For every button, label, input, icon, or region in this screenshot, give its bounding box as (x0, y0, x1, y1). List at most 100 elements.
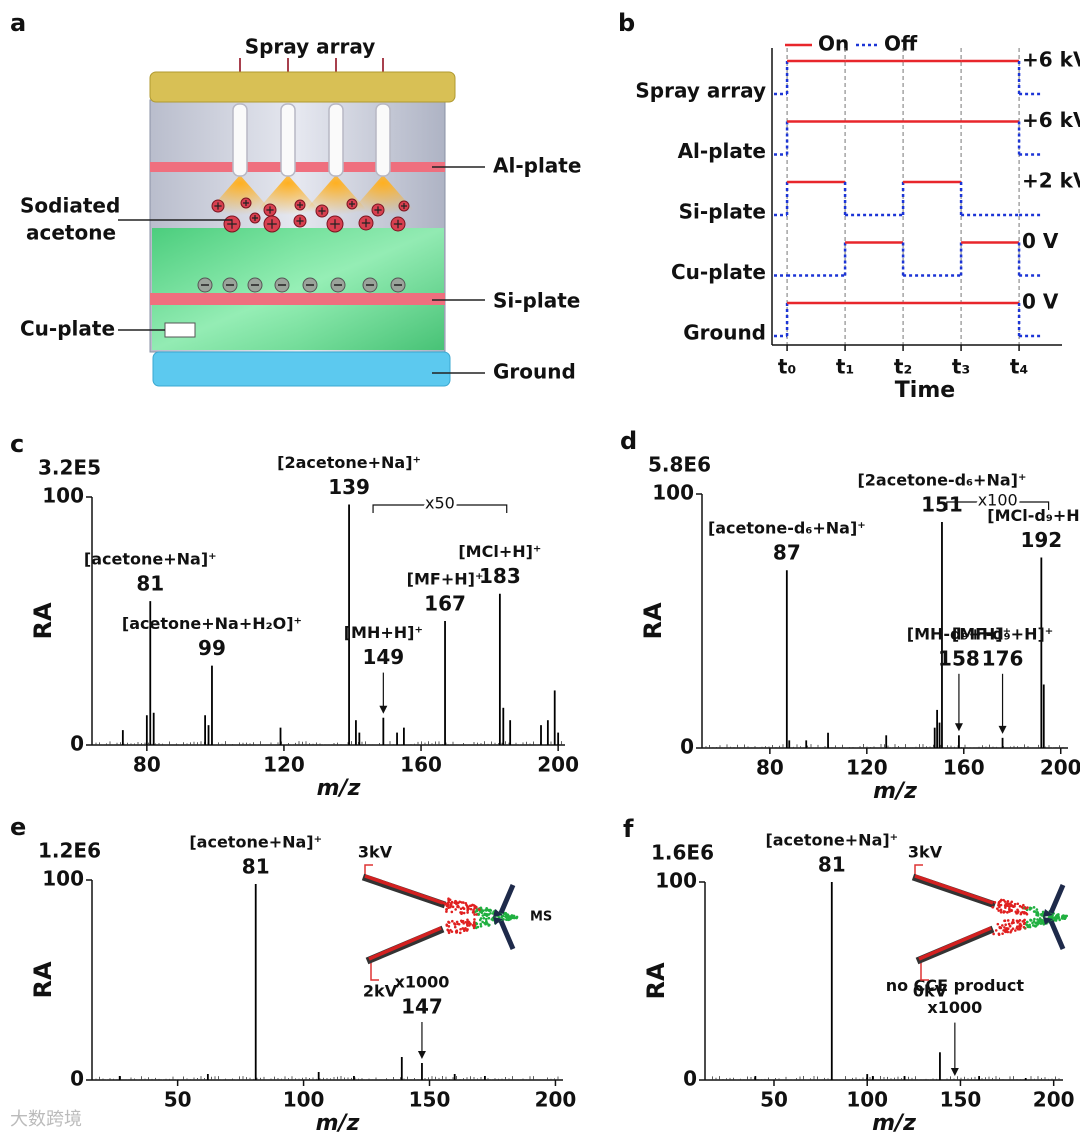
droplet (1005, 902, 1009, 905)
droplet (468, 921, 471, 925)
droplet (1009, 902, 1012, 905)
droplet (459, 911, 462, 914)
droplet (1012, 905, 1015, 909)
plus-sign (361, 218, 371, 228)
peak-annotation: [acetone+Na]⁺ (189, 833, 322, 852)
droplet (1013, 902, 1017, 906)
x-tick-label: 200 (535, 1088, 577, 1112)
droplet (1005, 904, 1009, 908)
droplet (1025, 923, 1028, 926)
droplet (1001, 924, 1004, 927)
x-tick-label: 150 (409, 1088, 451, 1112)
droplet (1020, 911, 1023, 915)
droplet (447, 925, 451, 928)
intensity-label: 5.8E6 (648, 453, 711, 477)
droplet (1028, 923, 1031, 927)
droplet (1003, 904, 1007, 907)
plus-sign (267, 219, 277, 229)
droplet (480, 911, 484, 915)
y-tick-label: 100 (652, 481, 694, 505)
arrow-head (379, 705, 388, 714)
diagram-label: Cu-plate (20, 317, 115, 341)
droplet (1036, 912, 1040, 916)
droplet (998, 925, 1002, 929)
zoom-label: x100 (978, 491, 1018, 510)
droplet (1024, 907, 1027, 910)
watermark: 大数跨境 (10, 1109, 82, 1130)
droplet (506, 915, 510, 919)
level-label: 0 V (1022, 229, 1059, 253)
droplet (1015, 926, 1019, 930)
x-tick-label: 80 (133, 753, 161, 777)
droplet (1001, 932, 1004, 935)
droplet (1033, 910, 1037, 913)
droplet (1006, 927, 1010, 930)
droplet (1004, 906, 1007, 909)
droplet (465, 923, 469, 926)
droplet (1028, 925, 1032, 929)
droplet (1022, 919, 1026, 922)
plus-sign (266, 206, 274, 214)
row-label: Cu-plate (671, 260, 766, 284)
ground-plate (152, 351, 451, 387)
inset-label: 3kV (358, 843, 393, 862)
droplet (1010, 908, 1013, 912)
droplet (1058, 918, 1061, 922)
droplet (450, 930, 454, 933)
droplet (997, 932, 1001, 936)
leader-lines (118, 166, 485, 374)
x-tick-label: t₃ (952, 355, 970, 379)
peak-annotation: [MH-d₉+H]⁺ (907, 624, 1011, 643)
droplet (1016, 910, 1020, 914)
zoom-bracket (372, 504, 508, 513)
emitter (918, 926, 992, 961)
x-tick-label: 100 (846, 1088, 888, 1112)
droplet (1011, 918, 1015, 922)
x-tick-label: 150 (940, 1088, 982, 1112)
droplet (993, 901, 997, 904)
droplet (1022, 922, 1026, 926)
droplet (459, 927, 462, 931)
droplet (447, 906, 450, 909)
peak-annotation: [MF-d₉+H]⁺ (952, 624, 1053, 643)
al-plate (150, 162, 445, 172)
droplet (466, 909, 469, 912)
droplet (472, 910, 475, 914)
droplet (1034, 925, 1037, 928)
droplet (483, 921, 486, 925)
ions (197, 197, 410, 293)
droplet (453, 925, 457, 929)
droplet (449, 904, 453, 908)
droplet (1016, 908, 1019, 912)
x-axis-title: m/z (317, 776, 361, 801)
droplet (1022, 903, 1025, 907)
x-tick-label: 50 (164, 1088, 192, 1112)
peak-mz-label: 87 (773, 541, 801, 565)
droplet (472, 921, 476, 925)
droplet (1010, 929, 1013, 932)
diagram-label: Sodiated (20, 194, 120, 218)
droplet (1026, 925, 1030, 929)
peak-annotation: no CCE product (886, 976, 1025, 995)
x-tick-label: 100 (283, 1088, 325, 1112)
droplet (1038, 920, 1041, 924)
spray-block (149, 71, 456, 103)
droplet (483, 912, 486, 916)
peak-mz-label: 147 (401, 995, 443, 1019)
droplet (1054, 919, 1058, 922)
droplet (1003, 926, 1006, 929)
droplet (447, 898, 450, 901)
droplet (474, 926, 478, 930)
droplet (469, 904, 473, 907)
plus-sign (214, 202, 222, 210)
y-tick-label: 0 (70, 1067, 84, 1091)
peak-mz-label: 81 (818, 853, 846, 877)
plus-sign (243, 200, 249, 206)
zoom-label: x50 (425, 494, 455, 513)
droplet (1018, 918, 1022, 922)
droplet (446, 928, 449, 932)
y-tick-label: 100 (655, 869, 697, 893)
peak-annotation: [MCl+H]⁺ (458, 542, 541, 561)
droplet (1002, 910, 1006, 913)
droplet (453, 901, 457, 905)
